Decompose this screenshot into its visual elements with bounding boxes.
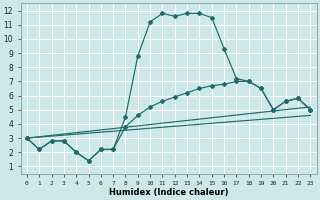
- X-axis label: Humidex (Indice chaleur): Humidex (Indice chaleur): [109, 188, 228, 197]
